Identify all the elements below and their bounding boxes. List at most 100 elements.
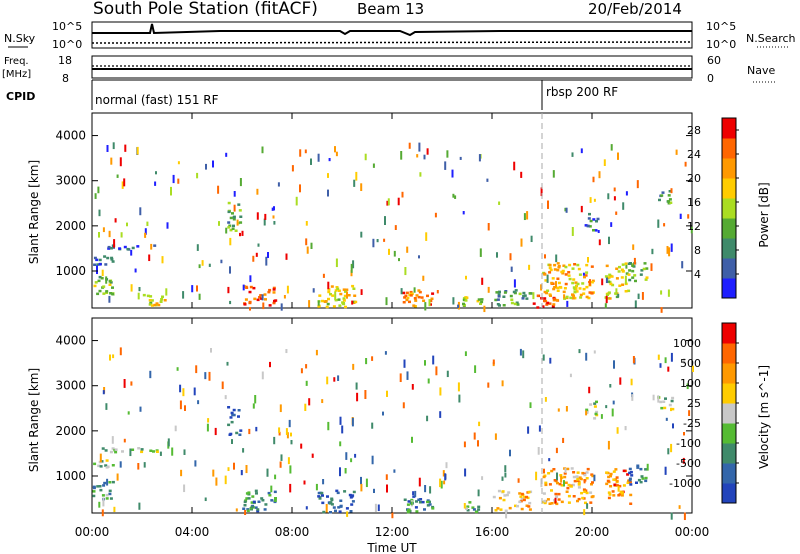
power-echo-cell	[153, 244, 157, 247]
power-colorbar-swatch	[722, 198, 736, 219]
power-sparse-cell	[196, 172, 199, 179]
velocity-sparse-cell	[123, 379, 126, 388]
velocity-echo-cell	[628, 477, 632, 480]
power-echo-cell	[582, 287, 586, 291]
velocity-sparse-cell	[255, 426, 258, 432]
velocity-echo-cell	[320, 491, 324, 495]
velocity-sparse-cell	[204, 497, 207, 502]
power-sparse-cell	[582, 272, 585, 276]
velocity-echo-cell	[576, 479, 580, 483]
velocity-echo-cell	[105, 493, 109, 497]
velocity-echo-cell	[497, 489, 501, 493]
nsearch-label: N.Search	[746, 32, 796, 45]
power-echo-cell	[556, 268, 560, 272]
power-sparse-cell	[668, 247, 671, 257]
velocity-echo-cell	[542, 492, 546, 495]
velocity-echo-cell	[349, 496, 353, 499]
velocity-sparse-cell	[143, 462, 146, 468]
velocity-echo-cell	[111, 480, 115, 484]
power-sparse-cell	[617, 293, 620, 298]
velocity-sparse-cell	[619, 377, 622, 385]
power-sparse-cell	[346, 291, 348, 299]
power-sparse-cell	[608, 236, 610, 245]
power-sparse-cell	[165, 288, 168, 296]
power-echo-cell	[624, 290, 628, 293]
velocity-echo-cell	[590, 473, 594, 476]
velocity-echo-cell	[663, 406, 667, 410]
velocity-sparse-cell	[569, 373, 572, 378]
velocity-echo-cell	[578, 476, 582, 479]
velocity-sparse-cell	[360, 476, 362, 485]
velocity-sparse-cell	[560, 475, 563, 483]
power-echo-cell	[510, 301, 514, 305]
velocity-sparse-cell	[563, 480, 565, 487]
velocity-echo-cell	[626, 481, 630, 484]
power-colorbar-tick-label: 12	[687, 220, 701, 233]
power-echo-cell	[239, 215, 243, 218]
power-echo-cell	[480, 300, 484, 304]
velocity-sparse-cell	[631, 394, 634, 401]
power-echo-cell	[518, 292, 522, 296]
velocity-echo-cell	[548, 483, 552, 486]
velocity-sparse-cell	[445, 462, 448, 469]
power-sparse-cell	[108, 295, 111, 303]
power-echo-cell	[232, 216, 236, 219]
velocity-echo-cell	[92, 486, 96, 490]
velocity-echo-cell	[338, 510, 342, 513]
velocity-echo-cell	[615, 476, 619, 479]
velocity-sparse-cell	[538, 425, 541, 432]
power-sparse-cell	[552, 170, 555, 178]
power-sparse-cell	[114, 218, 117, 223]
velocity-echo-cell	[550, 489, 553, 492]
power-echo-cell	[131, 246, 135, 250]
velocity-sparse-cell	[286, 432, 289, 439]
power-echo-cell	[639, 273, 643, 276]
velocity-echo-cell	[345, 507, 349, 510]
power-sparse-cell	[444, 161, 447, 170]
velocity-sparse-cell	[327, 421, 330, 431]
velocity-sparse-cell	[290, 440, 293, 445]
velocity-sparse-cell	[235, 508, 238, 512]
power-sparse-cell	[177, 161, 180, 165]
velocity-echo-cell	[668, 403, 672, 407]
power-sparse-cell	[681, 261, 684, 269]
velocity-sparse-cell	[386, 484, 388, 493]
power-echo-cell	[521, 297, 525, 300]
velocity-sparse-cell	[171, 447, 174, 456]
velocity-sparse-cell	[399, 373, 402, 383]
velocity-sparse-cell	[214, 427, 217, 436]
velocity-echo-cell	[622, 484, 626, 487]
power-sparse-cell	[565, 207, 568, 213]
power-sparse-cell	[667, 289, 670, 297]
velocity-sparse-cell	[351, 417, 354, 427]
velocity-plot-frame	[91, 317, 693, 514]
power-echo-cell	[592, 229, 595, 232]
freq-tick-high: 18	[58, 54, 72, 67]
velocity-echo-cell	[553, 479, 557, 482]
power-echo-cell	[272, 288, 276, 291]
velocity-echo-cell	[605, 471, 609, 474]
power-echo-cell	[105, 291, 109, 294]
cpid-segment-2: rbsp 200 RF	[546, 85, 618, 99]
velocity-sparse-cell	[605, 405, 608, 409]
velocity-echo-cell	[261, 499, 265, 502]
velocity-echo-cell	[637, 478, 641, 482]
velocity-sparse-cell	[607, 440, 610, 450]
velocity-sparse-cell	[305, 364, 308, 369]
power-echo-cell	[123, 245, 127, 249]
velocity-sparse-cell	[443, 480, 446, 485]
velocity-sparse-cell	[439, 411, 442, 418]
power-echo-cell	[609, 282, 613, 286]
power-sparse-cell	[317, 153, 320, 162]
velocity-echo-cell	[330, 498, 334, 502]
power-sparse-cell	[218, 221, 220, 226]
power-echo-cell	[477, 298, 481, 301]
power-echo-cell	[431, 292, 435, 295]
power-sparse-cell	[350, 270, 353, 277]
velocity-echo-cell	[336, 491, 340, 495]
velocity-sparse-cell	[106, 478, 109, 486]
velocity-echo-cell	[243, 504, 247, 507]
power-echo-cell	[532, 302, 536, 305]
power-echo-cell	[258, 296, 262, 299]
velocity-echo-cell	[466, 505, 470, 508]
